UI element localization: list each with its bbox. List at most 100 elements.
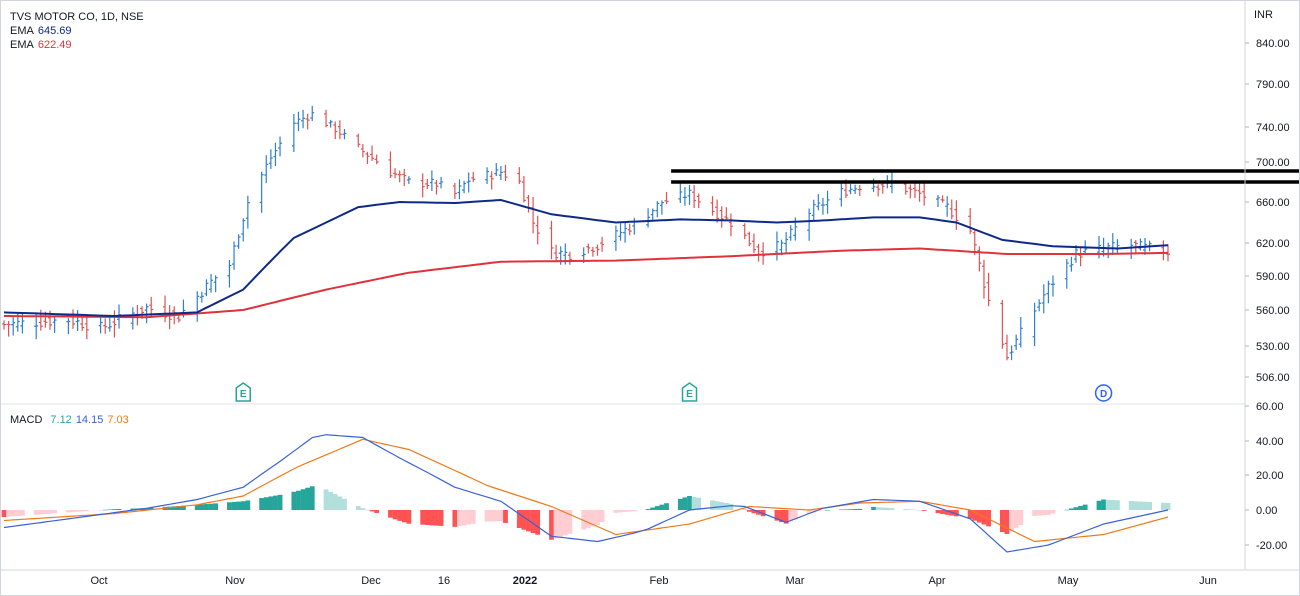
macd-hist-bar: [167, 506, 173, 510]
ohlc-bar: [613, 225, 618, 251]
macd-hist-bar: [1160, 502, 1166, 510]
ohlc-bar: [728, 213, 733, 237]
macd-hist-bar: [489, 510, 495, 522]
ohlc-bar: [627, 223, 632, 236]
ohlc-bar: [301, 109, 306, 129]
price-tick-label: 530.00: [1256, 341, 1290, 353]
price-axis[interactable]: 506.00 530.00 560.00 590.00 620.00 660.00 700.…: [1245, 38, 1290, 384]
ohlc-bar: [949, 199, 954, 220]
ohlc-bar: [655, 201, 660, 218]
ohlc-bar: [388, 151, 393, 178]
macd-hist-bar: [47, 510, 53, 514]
ohlc-bar: [360, 144, 365, 158]
price-tick-label: 590.00: [1256, 271, 1290, 283]
ohlc-bar: [1129, 238, 1134, 259]
time-axis[interactable]: Oct Nov Dec 16 2022 Feb Mar Apr May Jun: [90, 575, 1216, 587]
ohlc-bar: [664, 191, 669, 205]
macd-hist-bar: [820, 510, 826, 511]
event-badges[interactable]: EEDE: [235, 382, 1300, 402]
macd-hist-bar: [788, 510, 794, 522]
ohlc-bar: [264, 155, 269, 184]
macd-hist-bar: [305, 487, 311, 510]
ohlc-bar: [167, 305, 172, 330]
macd-hist-bar: [406, 510, 412, 524]
ohlc-bar: [232, 241, 237, 270]
ohlc-bar: [11, 317, 16, 336]
macd-hist-bar: [452, 510, 458, 527]
ohlc-bar: [646, 208, 651, 228]
ohlc-bar: [434, 179, 439, 195]
ohlc-bar: [1009, 345, 1014, 361]
ohlc-bar: [466, 172, 471, 193]
ohlc-bar: [462, 180, 467, 194]
macd-hist-bar: [875, 507, 881, 510]
macd-hist-bar: [815, 510, 821, 512]
ohlc-bar: [986, 272, 991, 307]
ohlc-bar: [912, 183, 917, 199]
macd-hist-bar: [549, 510, 554, 540]
price-tick-label: 840.00: [1256, 38, 1290, 50]
ohlc-bar: [521, 175, 526, 203]
macd-hist-bar: [84, 510, 90, 512]
macd-hist-bar: [1045, 510, 1051, 515]
macd-hist-bar: [342, 498, 347, 510]
ohlc-bar: [692, 185, 697, 208]
ohlc-bar: [213, 275, 218, 293]
macd-hist-bar: [429, 510, 435, 526]
macd-tick-label: 0.00: [1256, 505, 1277, 517]
macd-hist-bar: [1068, 508, 1074, 510]
ohlc-bar: [429, 170, 434, 191]
ohlc-bar: [977, 246, 982, 272]
badge-label: E: [240, 389, 247, 400]
ohlc-bar: [452, 182, 457, 199]
ohlc-bar: [586, 243, 591, 254]
ema-fast-legend: EMA 645.69: [10, 24, 144, 38]
macd-hist-bar: [1133, 501, 1139, 510]
ohlc-bar: [199, 291, 204, 303]
ohlc-bar: [84, 314, 89, 340]
ohlc-bar: [761, 242, 766, 265]
macd-hist-bar: [880, 507, 886, 510]
macd-hist-bar: [328, 491, 334, 510]
macd-hist-bar: [130, 508, 136, 510]
ohlc-bar: [567, 251, 572, 265]
ohlc-bar: [1115, 239, 1120, 253]
macd-hist-bar: [710, 500, 715, 510]
price-tick-label: 560.00: [1256, 305, 1290, 317]
ohlc-bar: [788, 225, 793, 241]
macd-axis[interactable]: -20.00 0.00 20.00 40.00 60.00: [1245, 401, 1287, 552]
macd-hist-bar: [300, 489, 306, 510]
ohlc-bar: [600, 236, 605, 252]
macd-hist-bar: [613, 510, 619, 513]
ohlc-bar: [756, 243, 761, 262]
time-tick-label: Feb: [650, 575, 669, 587]
macd-hist-bar: [852, 509, 858, 510]
ohlc-bar: [719, 206, 724, 228]
ohlc-bar: [98, 315, 103, 334]
macd-hist-bar: [199, 504, 205, 510]
macd-hist-bar: [1004, 510, 1010, 534]
macd-hist-bar: [857, 508, 863, 510]
ohlc-bar: [195, 291, 200, 322]
macd-hist-bar: [562, 510, 568, 536]
price-tick-label: 506.00: [1256, 372, 1290, 384]
macd-legend: MACD 7.12 14.15 7.03: [10, 413, 133, 427]
ohlc-bar: [710, 196, 715, 216]
ohlc-bar: [820, 197, 825, 215]
ohlc-bar: [839, 180, 844, 207]
time-tick-label: Apr: [928, 575, 945, 587]
macd-hist-bar: [792, 510, 798, 520]
ohlc-bar: [305, 113, 310, 130]
ohlc-bar: [981, 259, 986, 299]
ohlc-bar: [176, 314, 181, 323]
ohlc-bar: [696, 193, 701, 209]
ohlc-bar: [779, 239, 784, 256]
macd-hist-bar: [967, 510, 973, 519]
macd-hist-bar: [664, 503, 669, 510]
ohlc-bar: [103, 318, 108, 334]
price-tick-label: 740.00: [1256, 122, 1290, 134]
macd-hist-bar: [38, 510, 44, 515]
macd-hist-bar: [535, 510, 541, 535]
macd-hist-bar: [397, 510, 403, 521]
